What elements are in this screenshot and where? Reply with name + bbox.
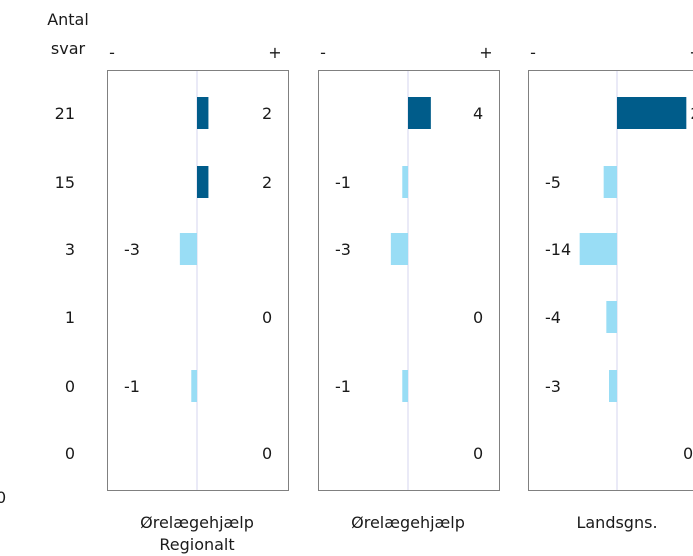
- bar: [179, 233, 197, 265]
- plus-sign: +: [479, 43, 492, 62]
- bar: [408, 97, 431, 129]
- minus-sign: -: [530, 43, 536, 62]
- left-edge-fragment: 0: [0, 488, 6, 507]
- panel-name: Ørelægehjælp: [140, 513, 254, 532]
- bar: [617, 97, 687, 129]
- panel: - +2 2 -3 0 -1 0 Ørelægehjælp Regionalt: [107, 43, 289, 554]
- value-label: -1: [335, 377, 351, 396]
- minus-sign: -: [320, 43, 326, 62]
- value-label: -4: [545, 308, 561, 327]
- panel-name: Regionalt: [159, 535, 234, 554]
- bar: [402, 370, 408, 402]
- bar: [603, 166, 617, 198]
- panel-name: Ørelægehjælp: [351, 513, 465, 532]
- bar: [579, 233, 617, 265]
- value-label: 2: [262, 104, 272, 123]
- value-label: 0: [683, 444, 693, 463]
- panel-frame: [528, 70, 693, 491]
- bar: [191, 370, 197, 402]
- count-label: 1: [65, 308, 75, 327]
- count-header-line-2: svar: [51, 39, 86, 58]
- value-label: 4: [473, 104, 483, 123]
- panel-frame: [318, 70, 500, 491]
- value-label: 0: [262, 444, 272, 463]
- plus-sign: +: [689, 43, 693, 62]
- value-label: 0: [262, 308, 272, 327]
- minus-sign: -: [109, 43, 115, 62]
- value-label: -5: [545, 173, 561, 192]
- count-label: 0: [65, 377, 75, 396]
- count-column: 21 15 3 1 0 0: [55, 104, 75, 463]
- count-label: 3: [65, 240, 75, 259]
- count-label: 15: [55, 173, 75, 192]
- panel-name: Landsgns.: [576, 513, 657, 532]
- value-label: -1: [335, 173, 351, 192]
- bar: [197, 97, 209, 129]
- count-label: 0: [65, 444, 75, 463]
- value-label: -3: [335, 240, 351, 259]
- bar: [402, 166, 408, 198]
- value-label: 26: [690, 104, 693, 123]
- value-label: -3: [124, 240, 140, 259]
- bar: [197, 166, 209, 198]
- value-label: 2: [262, 173, 272, 192]
- panel: - +4 -1 -3 0 -1 0 Ørelægehjælp: [318, 43, 500, 532]
- count-header-line-1: Antal: [47, 10, 89, 29]
- plus-sign: +: [268, 43, 281, 62]
- value-label: -3: [545, 377, 561, 396]
- panel: - +26 -5 -14 -4 -3 0 Landsgns.: [528, 43, 693, 532]
- panel-frame: [107, 70, 289, 491]
- value-label: -14: [545, 240, 571, 259]
- bar: [609, 370, 617, 402]
- value-label: 0: [473, 444, 483, 463]
- value-label: -1: [124, 377, 140, 396]
- bar: [390, 233, 408, 265]
- value-label: 0: [473, 308, 483, 327]
- count-label: 21: [55, 104, 75, 123]
- bar: [606, 301, 617, 333]
